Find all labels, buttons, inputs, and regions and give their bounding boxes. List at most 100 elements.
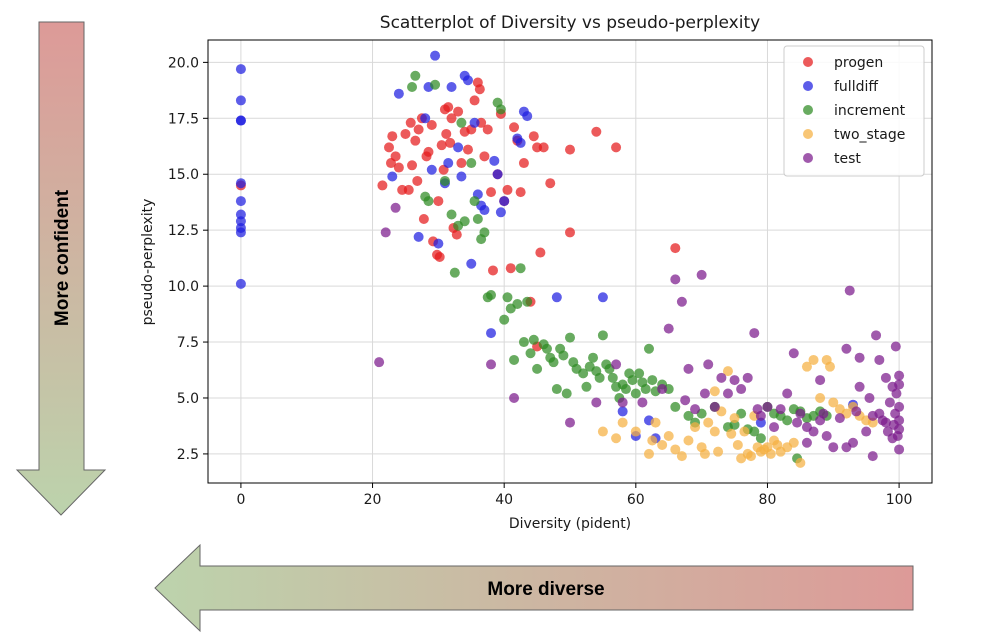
point-two_stage xyxy=(808,354,819,365)
point-fulldiff xyxy=(430,50,441,61)
point-two_stage xyxy=(709,426,720,437)
point-fulldiff xyxy=(235,64,246,75)
point-test xyxy=(887,433,898,444)
point-fulldiff xyxy=(433,238,444,249)
point-test xyxy=(703,359,714,370)
point-fulldiff xyxy=(235,227,246,238)
point-fulldiff xyxy=(515,137,526,148)
point-fulldiff xyxy=(420,113,431,124)
point-increment xyxy=(683,410,694,421)
point-increment xyxy=(561,388,572,399)
point-progen xyxy=(538,142,549,153)
point-two_stage xyxy=(746,451,756,462)
diversity-arrow: More diverse xyxy=(154,543,914,633)
point-increment xyxy=(518,337,529,348)
point-progen xyxy=(400,128,411,139)
point-increment xyxy=(782,415,793,426)
confidence-arrow-shape xyxy=(15,21,107,516)
point-test xyxy=(663,323,674,334)
point-test xyxy=(834,413,845,424)
point-test xyxy=(680,395,691,406)
point-two_stage xyxy=(643,448,654,459)
point-progen xyxy=(405,117,416,128)
point-increment xyxy=(597,330,608,341)
point-increment xyxy=(456,117,467,128)
point-test xyxy=(637,397,648,408)
point-progen xyxy=(611,142,622,153)
point-progen xyxy=(387,131,398,142)
point-test xyxy=(880,372,891,383)
point-two_stage xyxy=(657,439,668,450)
point-fulldiff xyxy=(469,117,480,128)
point-increment xyxy=(670,401,681,412)
point-fulldiff xyxy=(387,171,398,182)
legend-marker-progen xyxy=(803,57,813,67)
point-test xyxy=(894,415,905,426)
point-increment xyxy=(472,213,483,224)
point-test xyxy=(374,357,385,368)
point-fulldiff xyxy=(235,196,246,207)
point-increment xyxy=(634,368,645,379)
point-increment xyxy=(410,70,421,81)
point-progen xyxy=(591,126,602,137)
point-fulldiff xyxy=(443,158,454,169)
point-test xyxy=(736,384,747,395)
point-test xyxy=(867,451,878,462)
point-increment xyxy=(551,384,562,395)
point-test xyxy=(390,202,401,213)
point-progen xyxy=(486,187,497,198)
point-test xyxy=(611,359,622,370)
point-test xyxy=(722,388,733,399)
point-progen xyxy=(518,158,529,169)
point-fulldiff xyxy=(462,75,473,86)
point-increment xyxy=(755,433,766,444)
point-test xyxy=(874,408,885,419)
point-increment xyxy=(446,209,457,220)
point-progen xyxy=(377,180,388,191)
diversity-arrow-label: More diverse xyxy=(487,579,604,600)
x-tick-label: 60 xyxy=(627,492,645,508)
point-fulldiff xyxy=(235,115,246,126)
y-tick-label: 7.5 xyxy=(177,335,199,351)
point-progen xyxy=(451,229,462,240)
point-two_stage xyxy=(611,433,622,444)
point-increment xyxy=(407,81,418,92)
point-two_stage xyxy=(690,422,701,433)
point-increment xyxy=(528,334,539,345)
point-fulldiff xyxy=(597,292,608,303)
point-test xyxy=(690,404,701,415)
point-increment xyxy=(565,332,575,343)
point-test xyxy=(894,424,905,435)
point-test xyxy=(565,417,575,428)
point-two_stage xyxy=(670,444,681,455)
point-test xyxy=(676,296,687,307)
point-two_stage xyxy=(801,361,812,372)
point-increment xyxy=(581,381,592,392)
point-progen xyxy=(445,137,456,148)
legend-label-two_stage: two_stage xyxy=(834,127,905,143)
y-tick-label: 15.0 xyxy=(168,167,199,183)
point-increment xyxy=(588,352,599,363)
confidence-arrow: More confident xyxy=(15,21,107,516)
point-increment xyxy=(479,227,490,238)
point-increment xyxy=(578,368,589,379)
y-axis-label: pseudo-perplexity xyxy=(140,199,156,326)
point-test xyxy=(894,444,905,455)
point-increment xyxy=(749,426,760,437)
y-tick-label: 17.5 xyxy=(168,111,199,127)
point-test xyxy=(795,408,806,419)
point-two_stage xyxy=(824,361,835,372)
plot-frame xyxy=(207,39,933,484)
y-tick-label: 12.5 xyxy=(168,223,199,239)
point-progen xyxy=(482,124,493,135)
point-increment xyxy=(423,196,434,207)
legend-label-test: test xyxy=(834,151,861,167)
point-progen xyxy=(502,184,513,195)
point-test xyxy=(775,404,786,415)
point-test xyxy=(894,370,905,381)
point-test xyxy=(699,388,710,399)
point-two_stage xyxy=(709,386,720,397)
point-increment xyxy=(620,384,631,395)
legend-marker-increment xyxy=(803,105,813,115)
point-two_stage xyxy=(597,426,608,437)
